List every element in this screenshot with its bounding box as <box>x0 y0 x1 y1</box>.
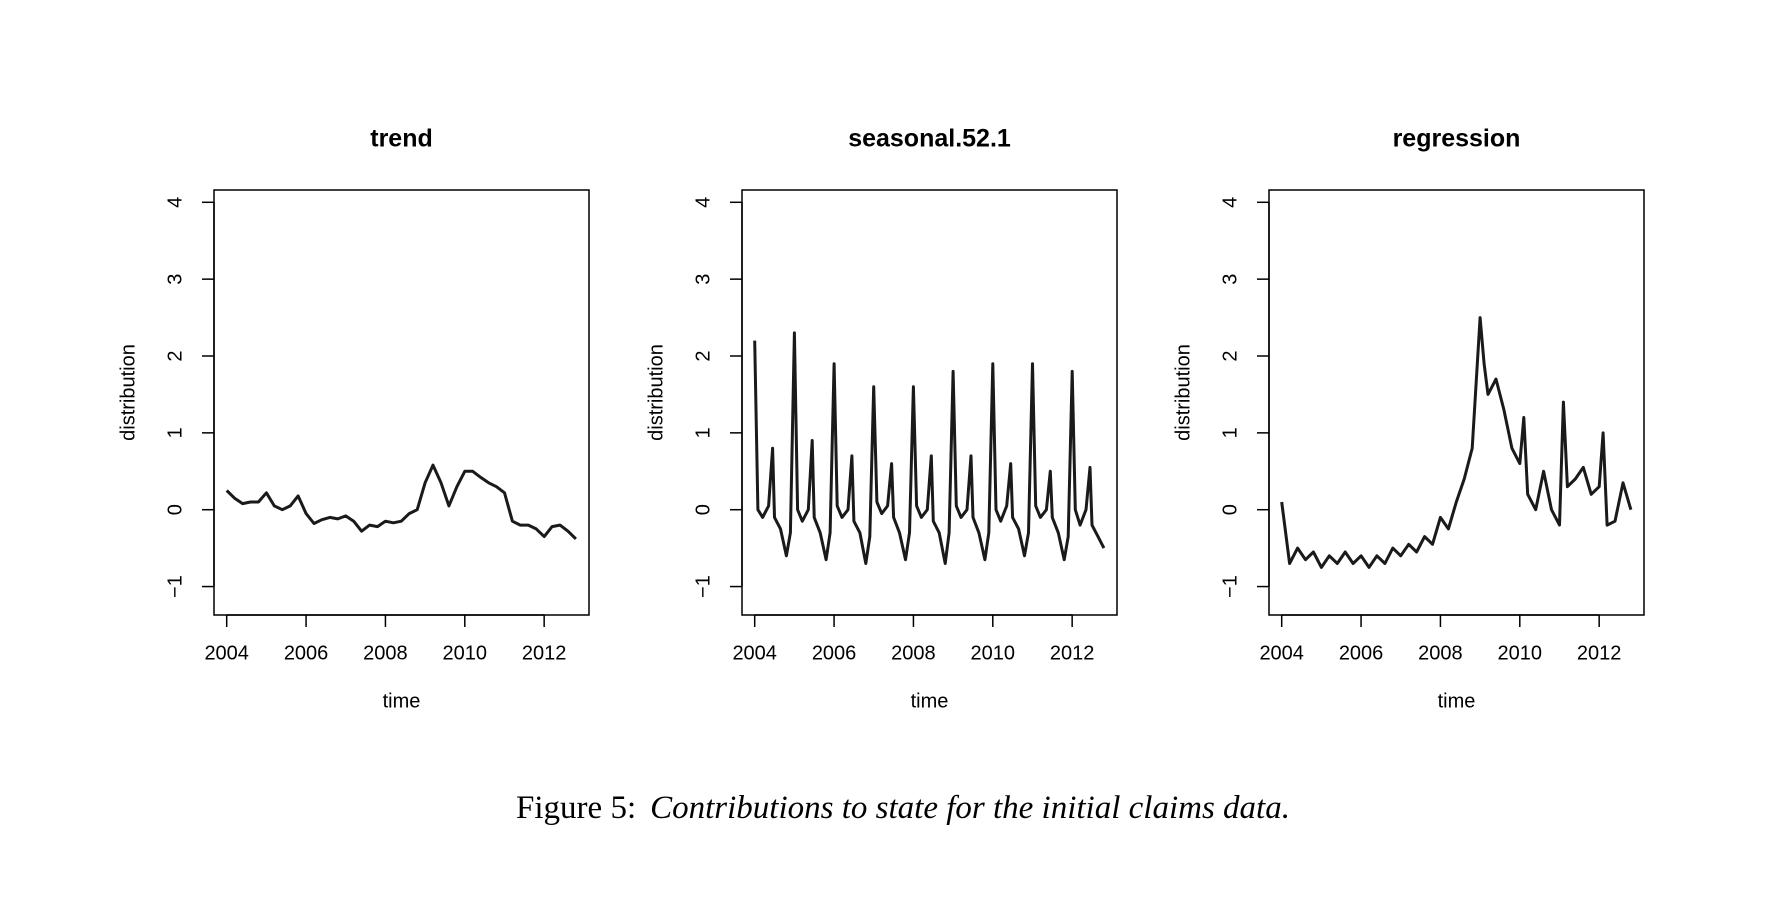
chart-title: regression <box>1393 125 1521 153</box>
data-line <box>1280 316 1633 569</box>
plot-box <box>741 189 1118 616</box>
caption-text: Contributions to state for the initial c… <box>650 790 1290 826</box>
y-tick-label: 3 <box>1219 274 1241 285</box>
data-line <box>225 463 577 540</box>
y-tick-label: 0 <box>1219 504 1241 515</box>
x-tick-label: 2004 <box>1259 642 1304 664</box>
y-tick-label: 4 <box>164 197 186 208</box>
data-line <box>753 331 1106 565</box>
y-tick-label: −1 <box>1219 575 1241 598</box>
plot-box <box>213 189 590 616</box>
y-tick-label: 2 <box>1219 350 1241 361</box>
y-axis-label: distribution <box>117 344 139 441</box>
y-tick-label: 2 <box>692 350 714 361</box>
x-tick-label: 2010 <box>1498 642 1543 664</box>
x-axis-label: time <box>383 690 421 712</box>
x-tick-label: 2010 <box>443 642 488 664</box>
y-tick-label: 1 <box>1219 427 1241 438</box>
plot-box <box>1268 189 1645 616</box>
x-tick-label: 2010 <box>971 642 1016 664</box>
x-tick-label: 2008 <box>891 642 936 664</box>
y-tick-label: 3 <box>164 274 186 285</box>
chart-title: trend <box>370 125 433 153</box>
y-tick-label: 0 <box>164 504 186 515</box>
y-tick-label: 2 <box>164 350 186 361</box>
x-axis-label: time <box>1438 690 1476 712</box>
chart-title: seasonal.52.1 <box>848 125 1011 153</box>
y-tick-label: 4 <box>692 197 714 208</box>
x-tick-label: 2008 <box>1418 642 1463 664</box>
x-tick-label: 2004 <box>204 642 249 664</box>
x-tick-label: 2012 <box>522 642 567 664</box>
y-tick-label: 1 <box>692 427 714 438</box>
x-tick-label: 2006 <box>812 642 857 664</box>
y-tick-label: −1 <box>164 575 186 598</box>
y-tick-label: −1 <box>692 575 714 598</box>
y-tick-label: 0 <box>692 504 714 515</box>
x-tick-label: 2006 <box>284 642 329 664</box>
y-tick-label: 4 <box>1219 197 1241 208</box>
caption-label: Figure 5: <box>516 790 636 826</box>
y-axis-label: distribution <box>1172 344 1194 441</box>
caption: Figure 5: Contributions to state for the … <box>516 790 1290 826</box>
x-tick-label: 2012 <box>1577 642 1622 664</box>
x-tick-label: 2008 <box>363 642 408 664</box>
x-axis-label: time <box>911 690 949 712</box>
x-tick-label: 2006 <box>1339 642 1384 664</box>
y-tick-label: 3 <box>692 274 714 285</box>
x-tick-label: 2012 <box>1050 642 1095 664</box>
y-tick-label: 1 <box>164 427 186 438</box>
x-tick-label: 2004 <box>732 642 777 664</box>
y-axis-label: distribution <box>645 344 667 441</box>
